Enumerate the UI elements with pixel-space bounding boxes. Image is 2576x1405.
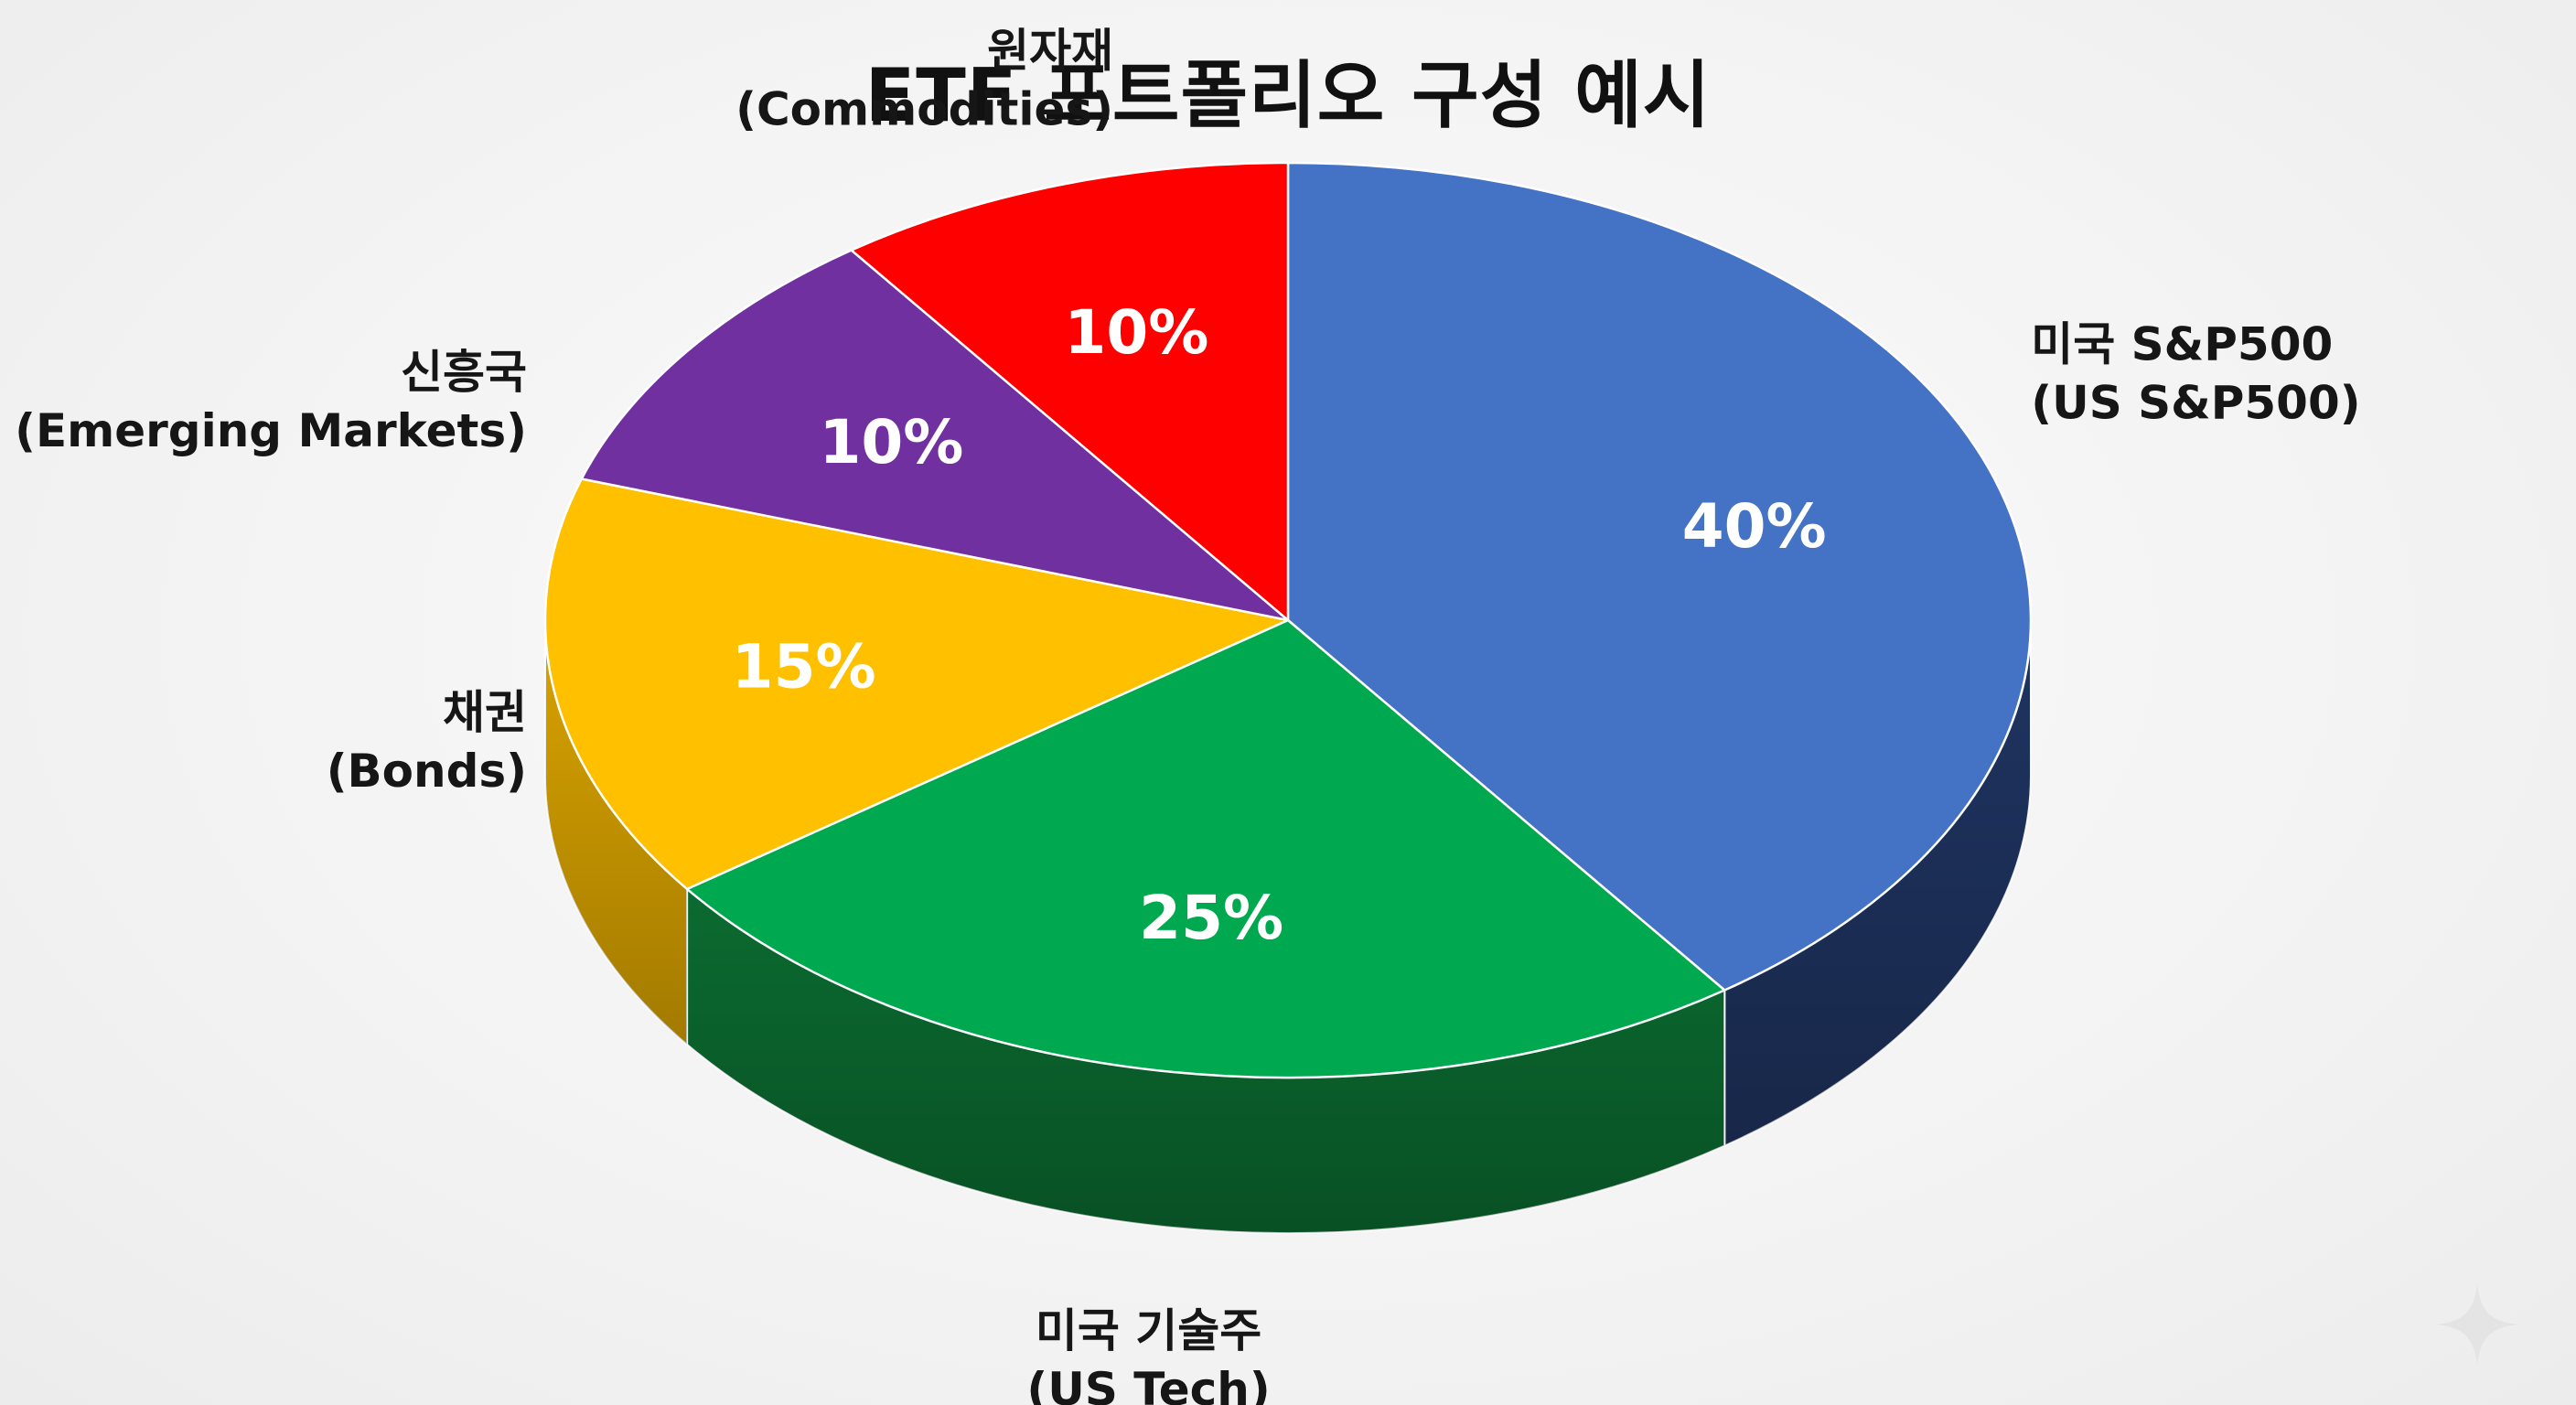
pie-side-shade-us-s-p500 xyxy=(1724,620,2031,1146)
category-label-us-tech: 미국 기술주 (US Tech) xyxy=(1026,1304,1270,1405)
pie-slice-us-s-p500 xyxy=(1286,161,2033,992)
pie-slice-bonds xyxy=(543,477,1290,891)
pie-side-shade-us-tech xyxy=(687,888,1725,1234)
pie-tops xyxy=(543,161,2033,1079)
percent-label-emerging-markets: 10% xyxy=(819,407,963,477)
category-label-emerging-markets: 신흥국 (Emerging Markets) xyxy=(15,346,527,457)
pie-slice-emerging-markets xyxy=(580,249,1290,622)
chart-title: ETF 포트폴리오 구성 예시 xyxy=(864,53,1712,138)
pie-side-shade-bonds xyxy=(545,620,688,1045)
sparkle-icon xyxy=(2437,1284,2517,1365)
category-label-commodities: 원자재 (Commodities) xyxy=(735,24,1113,135)
percent-label-us-tech: 25% xyxy=(1139,883,1283,953)
pie-slice-us-tech xyxy=(685,618,1726,1079)
category-label-bonds: 채권 (Bonds) xyxy=(327,686,527,798)
percent-label-us-s-p500: 40% xyxy=(1682,491,1827,562)
percent-label-bonds: 15% xyxy=(732,632,876,702)
pie-category-labels: 미국 S&P500 (US S&P500) 미국 기술주 (US Tech) 채권 (Bo… xyxy=(15,24,2361,1405)
category-label-us-s-p500: 미국 S&P500 (US S&P500) xyxy=(2031,317,2360,429)
pie-slice-commodities xyxy=(850,161,1290,622)
percent-label-commodities: 10% xyxy=(1064,297,1208,368)
pie-percent-labels: 40% 25% 15% 10% 10% xyxy=(732,297,1827,953)
